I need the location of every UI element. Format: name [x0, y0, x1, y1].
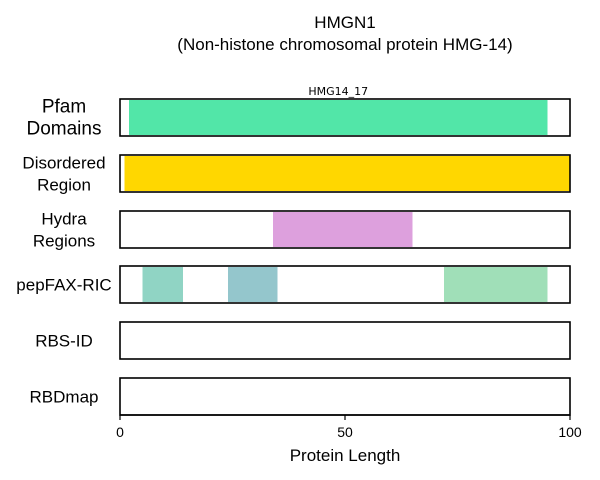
track-5: RBDmap [30, 377, 571, 416]
track-label: Pfam Domains [27, 97, 102, 140]
segment-0-0 [129, 100, 548, 135]
track-4: RBS-ID [35, 321, 571, 360]
track-frame [119, 321, 571, 360]
track-frame [119, 265, 571, 304]
track-label: Hydra Regions [33, 210, 95, 251]
x-axis-label: Protein Length [290, 446, 401, 465]
segment-1-0 [124, 156, 570, 191]
track-frame [119, 377, 571, 416]
chart-subtitle: (Non-histone chromosomal protein HMG-14) [177, 35, 512, 54]
segment-3-1 [228, 267, 278, 302]
x-tick-label: 0 [116, 424, 124, 440]
x-tick-label: 100 [558, 424, 582, 440]
tracks-layer: HMG14_17 Pfam Domains Disordered Region Hydra… [16, 85, 571, 416]
track-frame [119, 210, 571, 249]
track-frame [119, 98, 571, 137]
segment-2-0 [273, 212, 413, 247]
track-label: RBS-ID [35, 332, 93, 351]
track-label: RBDmap [30, 388, 99, 407]
chart-title: HMGN1 [314, 13, 375, 32]
track-1: Disordered Region [22, 154, 571, 195]
segment-3-2 [444, 267, 548, 302]
track-3: pepFAX-RIC [16, 265, 571, 304]
track-label: pepFAX-RIC [16, 276, 111, 295]
x-tick-label: 50 [337, 424, 353, 440]
track-label: Disordered Region [22, 154, 105, 195]
track-0: HMG14_17 Pfam Domains [27, 85, 571, 140]
track-frame [119, 154, 571, 193]
segment-3-0 [142, 267, 183, 302]
track-2: Hydra Regions [33, 210, 571, 251]
x-axis: 0 50 100 [116, 414, 582, 440]
segment-label: HMG14_17 [308, 85, 368, 98]
